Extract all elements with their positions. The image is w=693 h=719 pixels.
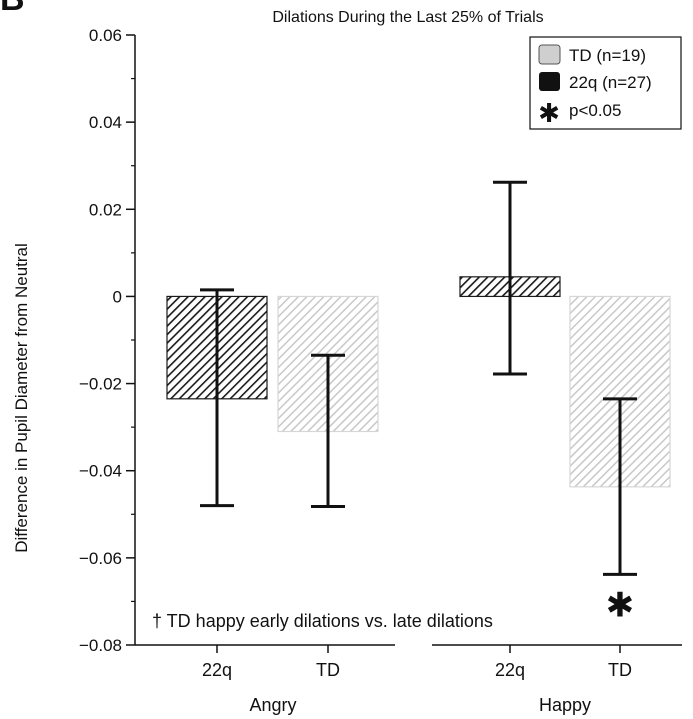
group-label-angry: Angry <box>249 695 296 715</box>
chart-title: Dilations During the Last 25% of Trials <box>272 9 543 26</box>
bars <box>166 276 671 488</box>
axes: 0.06 0.04 0.02 0 −0.02 −0.04 −0.06 −0.08 <box>79 26 682 655</box>
y-axis-label: Difference in Pupil Diameter from Neutra… <box>12 243 31 553</box>
category-labels: 22q TD 22q TD <box>202 645 632 680</box>
y-tick-label: 0.02 <box>89 200 122 219</box>
annotation-note: † TD happy early dilations vs. late dila… <box>152 611 493 631</box>
x-tick-label: TD <box>608 660 632 680</box>
legend-swatch-td <box>538 44 561 65</box>
significance-star-icon: ✱ <box>606 585 635 625</box>
legend: TD (n=19) 22q (n=27) ✱ p<0.05 <box>529 36 682 130</box>
legend-label-22q: 22q (n=27) <box>569 73 652 92</box>
y-tick-label: 0.04 <box>89 113 122 132</box>
y-tick-label: −0.08 <box>79 636 122 655</box>
legend-star-icon: ✱ <box>538 99 560 129</box>
y-tick-label: −0.02 <box>79 375 122 394</box>
legend-label-sig: p<0.05 <box>569 101 621 120</box>
x-tick-label: TD <box>316 660 340 680</box>
y-tick-label: −0.04 <box>79 462 122 481</box>
legend-label-td: TD (n=19) <box>569 46 646 65</box>
legend-swatch-22q <box>539 72 560 91</box>
y-tick-label: 0.06 <box>89 26 122 45</box>
x-tick-label: 22q <box>202 660 232 680</box>
y-tick-label: −0.06 <box>79 549 122 568</box>
error-bars: ✱ <box>200 180 637 625</box>
group-label-happy: Happy <box>539 695 591 715</box>
x-tick-label: 22q <box>495 660 525 680</box>
panel-letter: B <box>0 0 25 18</box>
y-tick-label: 0 <box>113 287 122 306</box>
